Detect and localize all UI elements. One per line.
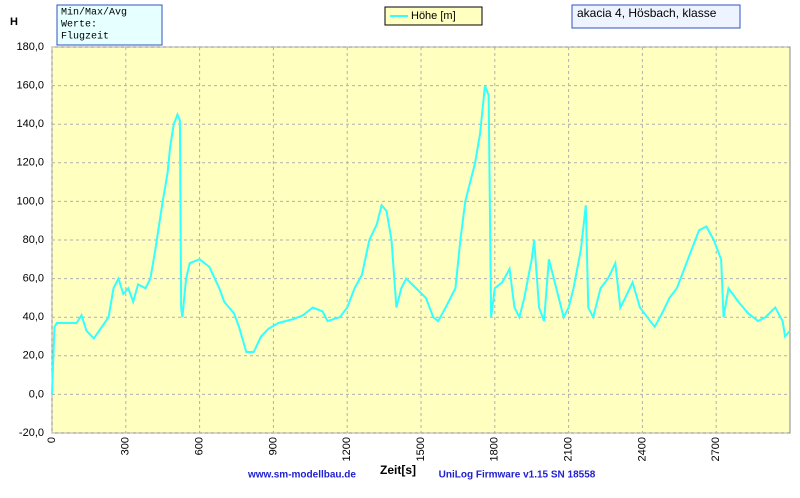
data-line [51, 85, 791, 395]
x-tick-label: 600 [194, 437, 206, 455]
stats-line: Werte: [61, 20, 97, 31]
y-tick-label: 80,0 [23, 234, 44, 246]
y-tick-label: 100,0 [16, 195, 44, 207]
footer-link: www.sm-modellbau.de [247, 470, 356, 481]
x-tick-label: 1500 [415, 437, 427, 461]
x-tick-label: 0 [46, 437, 58, 443]
y-tick-label: 60,0 [23, 273, 44, 285]
y-tick-label: 140,0 [16, 118, 44, 130]
x-tick-label: 1800 [489, 437, 501, 461]
x-tick-label: 900 [267, 437, 279, 455]
x-tick-label: 2400 [636, 437, 648, 461]
footer-firmware: UniLog Firmware v1.15 SN 18558 [439, 470, 596, 481]
legend [384, 6, 483, 26]
legend-label: Höhe [m] [411, 10, 456, 22]
y-tick-label: 20,0 [23, 350, 44, 362]
y-tick-label: 0,0 [29, 388, 44, 400]
y-tick-label: 120,0 [16, 157, 44, 169]
y-axis-label: H [10, 16, 18, 28]
info-box [571, 4, 741, 29]
y-tick-label: 160,0 [16, 80, 44, 92]
y-tick-label: 40,0 [23, 311, 44, 323]
x-tick-label: 300 [120, 437, 132, 455]
y-tick-label: 180,0 [16, 41, 44, 53]
info-text: akacia 4, Hösbach, klasse [577, 6, 717, 20]
x-tick-label: 2700 [710, 437, 722, 461]
y-tick-label: -20,0 [19, 427, 44, 439]
stats-line: Min/Max/Avg [61, 7, 127, 19]
x-tick-label: 2100 [563, 437, 575, 461]
x-axis-label: Zeit[s] [380, 463, 416, 477]
x-tick-label: 1200 [341, 437, 353, 461]
stats-line: Flugzeit [61, 31, 109, 43]
stats-box [56, 4, 163, 46]
